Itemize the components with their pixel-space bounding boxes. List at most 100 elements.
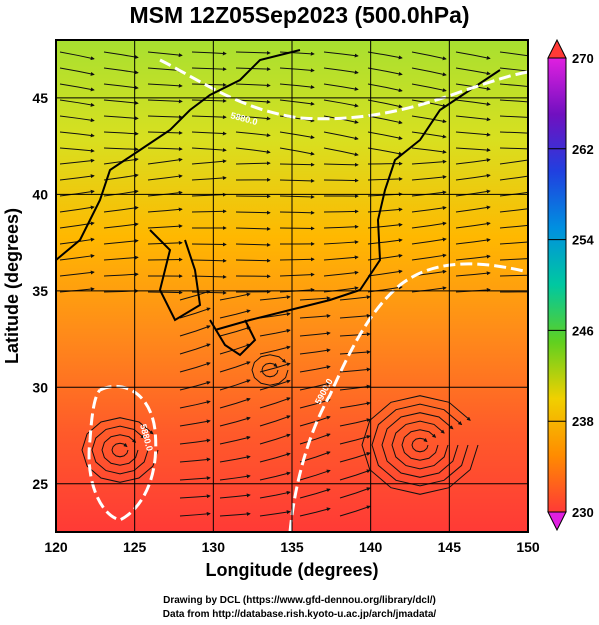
- streamline: [339, 435, 371, 445]
- colorbar: 270 262 254 246 238 230: [547, 38, 594, 532]
- streamline: [219, 292, 251, 301]
- streamline: [367, 131, 403, 140]
- streamline: [499, 258, 528, 261]
- streamline: [103, 115, 139, 121]
- streamline: [455, 131, 491, 137]
- streamline: [103, 67, 139, 75]
- streamline: [367, 67, 403, 76]
- streamline: [411, 205, 447, 213]
- streamline: [235, 83, 271, 88]
- streamline: [191, 98, 227, 103]
- streamline: [455, 189, 491, 197]
- streamline: [499, 159, 528, 165]
- streamline: [179, 476, 211, 481]
- x-tick-label: 135: [280, 539, 304, 555]
- streamline: [59, 174, 95, 181]
- streamline: [59, 99, 95, 107]
- x-tick-label: 140: [359, 539, 383, 555]
- streamline: [179, 343, 211, 355]
- streamline: [499, 147, 528, 150]
- streamline: [235, 147, 271, 154]
- vortex-streamline: [411, 437, 429, 453]
- streamline: [103, 238, 139, 245]
- streamline: [367, 176, 403, 181]
- vortex-streamline: [251, 354, 289, 386]
- streamline: [259, 490, 291, 499]
- streamline: [279, 178, 315, 183]
- streamline: [323, 178, 359, 183]
- streamline: [103, 99, 139, 105]
- streamline: [339, 313, 371, 319]
- streamline: [59, 147, 95, 153]
- streamline: [455, 67, 491, 76]
- streamline: [191, 67, 227, 72]
- streamline: [103, 205, 139, 213]
- streamline: [147, 115, 183, 120]
- streamline: [323, 255, 359, 261]
- streamline: [339, 350, 371, 355]
- contour-lines: [87, 58, 528, 532]
- streamline: [179, 325, 211, 337]
- streamline: [235, 99, 271, 104]
- plot-area: 5880.0 5900.0 5880.0: [56, 40, 528, 532]
- streamline: [147, 240, 183, 245]
- streamline: [339, 401, 371, 409]
- streamline: [219, 379, 251, 391]
- streamline: [499, 67, 528, 72]
- streamline: [323, 240, 359, 245]
- streamline: [279, 162, 315, 167]
- streamline: [147, 83, 183, 88]
- streamline: [259, 362, 291, 373]
- streamline: [279, 257, 315, 262]
- streamline: [219, 416, 251, 427]
- streamline: [279, 131, 315, 140]
- streamline: [147, 99, 183, 104]
- streamline: [367, 207, 403, 213]
- streamline: [259, 345, 291, 355]
- y-tick-label: 25: [32, 476, 48, 492]
- streamline: [411, 67, 447, 77]
- streamline: [219, 361, 251, 373]
- colorbar-tick-label: 230: [572, 505, 594, 520]
- streamline: [299, 433, 331, 445]
- streamline: [299, 398, 331, 409]
- streamline: [59, 205, 95, 213]
- streamline: [147, 257, 183, 262]
- streamline: [323, 99, 359, 108]
- streamline: [367, 253, 403, 261]
- vortex-streamline: [401, 429, 439, 461]
- streamline: [191, 209, 227, 214]
- chart-title: MSM 12Z05Sep2023 (500.0hPa): [129, 2, 470, 28]
- streamline: [235, 50, 271, 55]
- streamline: [191, 147, 227, 153]
- streamline: [411, 51, 447, 61]
- vortex-streamline: [91, 425, 149, 475]
- x-axis: 120 125 130 135 140 145 150: [44, 539, 540, 555]
- streamline: [411, 115, 447, 124]
- streamline: [455, 254, 491, 261]
- streamline: [299, 296, 331, 301]
- streamline: [499, 208, 528, 213]
- coastline-korean-peninsula: [149, 229, 202, 322]
- streamline: [367, 99, 403, 109]
- streamline: [259, 295, 291, 301]
- streamline: [147, 51, 183, 58]
- streamline: [411, 221, 447, 229]
- y-axis-label: Latitude (degrees): [2, 208, 22, 364]
- colorbar-tick-label: 238: [572, 414, 594, 429]
- colorbar-tick-label: 262: [572, 142, 594, 157]
- streamline: [367, 83, 403, 93]
- streamline: [323, 270, 359, 277]
- streamline: [455, 158, 491, 165]
- streamline: [191, 274, 227, 279]
- streamline: [235, 258, 271, 263]
- streamline: [279, 210, 315, 215]
- streamline: [259, 471, 291, 481]
- streamline: [299, 365, 331, 373]
- vortex-streamline: [361, 395, 479, 495]
- colorbar-max-arrow: [547, 38, 567, 59]
- streamline: [299, 381, 331, 391]
- streamline: [339, 487, 371, 499]
- streamline: [103, 189, 139, 197]
- streamline: [219, 397, 251, 409]
